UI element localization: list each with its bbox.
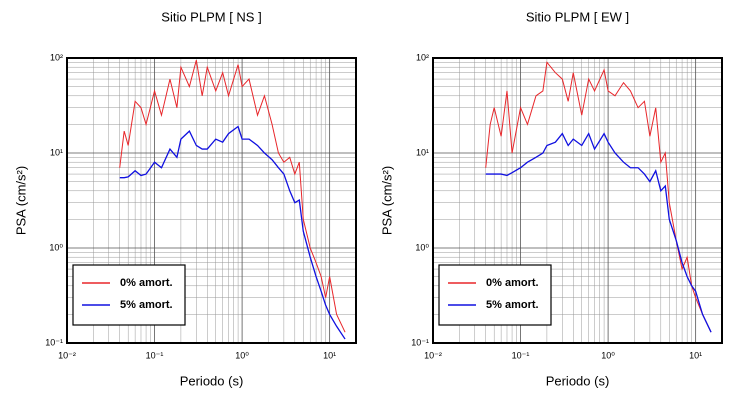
legend-label: 5% amort. xyxy=(486,299,539,311)
chart-title: Sitio PLPM [ EW ] xyxy=(526,9,629,24)
y-tick-label: 10² xyxy=(416,52,429,62)
chart-title: Sitio PLPM [ NS ] xyxy=(161,9,261,24)
x-axis-label: Periodo (s) xyxy=(180,373,244,388)
x-tick-label: 10¹ xyxy=(323,350,336,360)
series-line xyxy=(485,132,712,333)
y-tick-label: 10¹ xyxy=(50,147,63,157)
y-tick-label: 10⁰ xyxy=(415,242,429,252)
legend-box xyxy=(72,264,186,326)
y-axis-label: PSA (cm/s²) xyxy=(379,166,394,235)
y-tick-label: 10² xyxy=(50,52,63,62)
legend-box xyxy=(438,264,552,326)
x-tick-label: 10⁻¹ xyxy=(146,350,164,360)
x-tick-label: 10⁰ xyxy=(235,350,249,360)
x-axis-label: Periodo (s) xyxy=(546,373,610,388)
x-tick-label: 10⁻² xyxy=(58,350,76,360)
x-tick-label: 10⁻² xyxy=(424,350,442,360)
plot-frame xyxy=(66,57,357,344)
x-tick-label: 10¹ xyxy=(689,350,702,360)
y-axis-label: PSA (cm/s²) xyxy=(13,166,28,235)
series-line xyxy=(119,59,346,333)
y-tick-label: 10⁻¹ xyxy=(45,337,63,347)
legend-label: 0% amort. xyxy=(120,277,173,289)
legend-label: 5% amort. xyxy=(120,299,173,311)
plot-frame xyxy=(432,57,723,344)
legend-label: 0% amort. xyxy=(486,277,539,289)
y-tick-label: 10¹ xyxy=(416,147,429,157)
x-tick-label: 10⁰ xyxy=(601,350,615,360)
y-tick-label: 10⁻¹ xyxy=(411,337,429,347)
x-tick-label: 10⁻¹ xyxy=(512,350,530,360)
series-line xyxy=(119,125,346,340)
y-tick-label: 10⁰ xyxy=(49,242,63,252)
